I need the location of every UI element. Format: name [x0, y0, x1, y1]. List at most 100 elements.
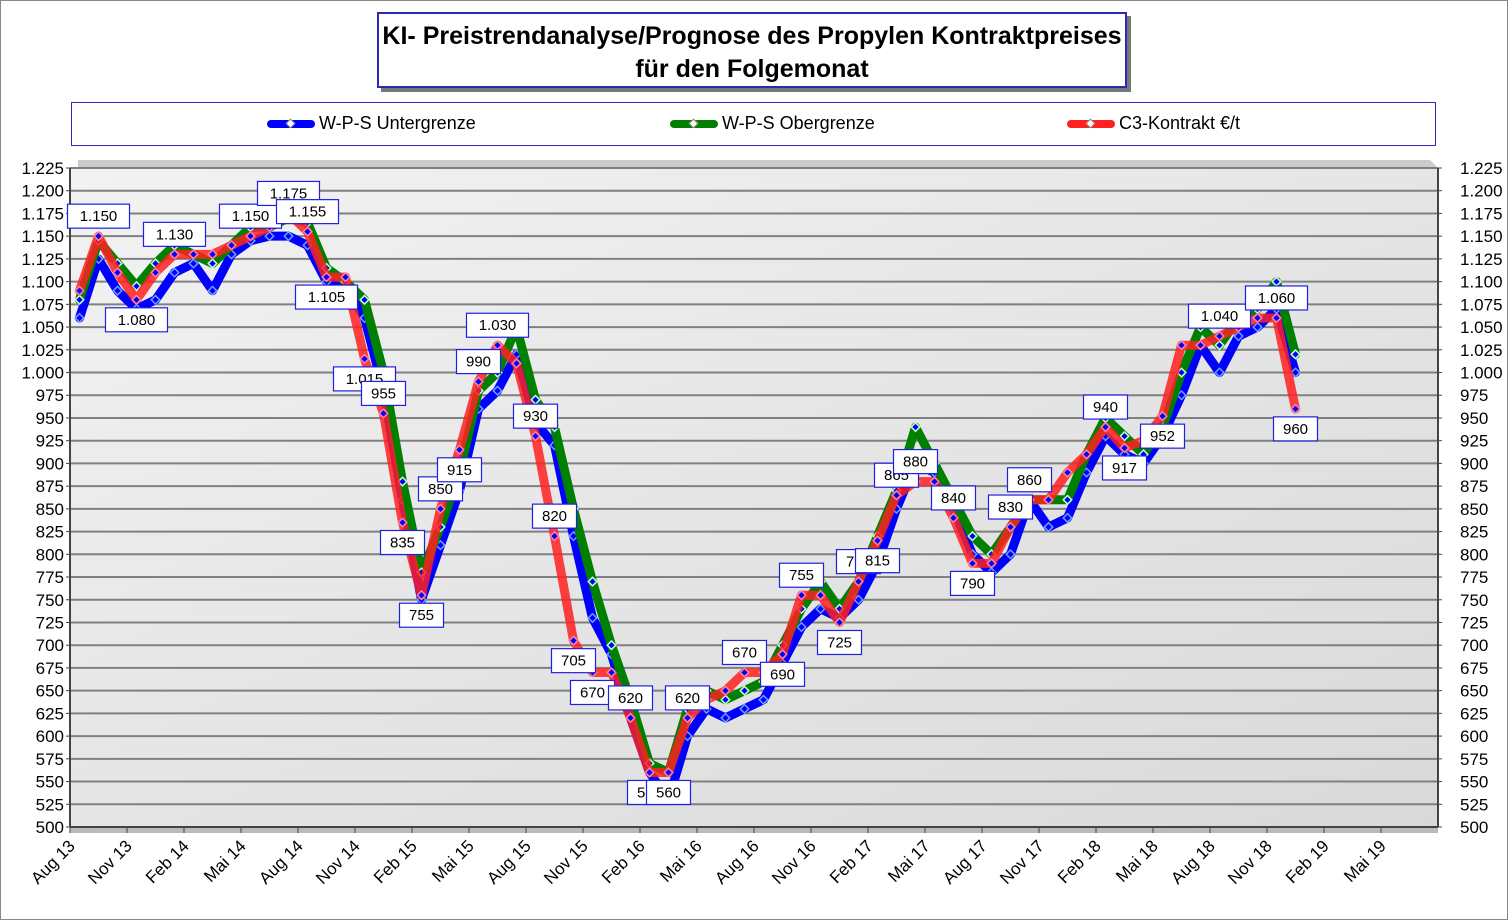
data-label-box	[1139, 423, 1186, 449]
y-tick-label-left: 1.225	[21, 159, 64, 178]
data-label-box	[607, 685, 654, 711]
data-label: 1.060	[1258, 290, 1296, 307]
data-point-2	[1062, 467, 1073, 478]
data-point-0	[720, 712, 731, 724]
data-point-2	[568, 635, 579, 646]
data-label: 690	[770, 666, 795, 683]
data-label-box	[645, 779, 692, 806]
data-label-box	[294, 284, 359, 310]
data-point-2	[131, 294, 142, 306]
y-tick-label-left: 1.175	[21, 204, 64, 223]
data-label: 1.080	[118, 312, 156, 329]
y-tick-label-left: 975	[36, 386, 64, 405]
x-tick-label: Aug 18	[1167, 836, 1219, 888]
data-point-2	[606, 667, 617, 678]
data-point-1	[967, 530, 978, 542]
data-point-2	[93, 230, 104, 242]
data-point-0	[283, 230, 294, 242]
y-tick-label-right: 1.175	[1460, 204, 1503, 223]
y-tick-label-left: 575	[36, 750, 64, 769]
data-label: 1.150	[80, 208, 118, 225]
data-label-box	[465, 312, 530, 338]
data-point-2	[777, 648, 788, 660]
data-point-0	[587, 612, 598, 624]
x-tick-label: Feb 17	[826, 836, 877, 887]
data-point-1	[74, 294, 85, 306]
data-label-box	[987, 494, 1034, 520]
y-tick-label-right: 750	[1460, 591, 1488, 610]
y-tick-label-left: 700	[36, 636, 64, 655]
y-tick-label-right: 525	[1460, 795, 1488, 814]
y-tick-label-right: 1.075	[1460, 295, 1503, 314]
y-tick-label-left: 775	[36, 568, 64, 587]
plot-area	[70, 168, 1438, 827]
data-point-2	[644, 767, 655, 778]
data-point-1	[606, 639, 617, 651]
x-tick-label: Nov 14	[312, 836, 364, 888]
legend-item-untergrenze: W-P-S Untergrenze	[267, 113, 476, 134]
data-point-1	[587, 576, 598, 587]
y-tick-label-right: 700	[1460, 636, 1488, 655]
data-point-2	[815, 589, 826, 601]
y-tick-label-right: 550	[1460, 773, 1488, 792]
data-point-2	[150, 267, 161, 278]
data-label: 850	[428, 481, 453, 498]
x-tick-label: Aug 16	[711, 836, 763, 888]
data-label: 755	[409, 607, 434, 624]
x-tick-label: Aug 13	[27, 836, 79, 888]
data-label-box	[1101, 455, 1148, 481]
legend-item-obergrenze: W-P-S Obergrenze	[670, 113, 875, 134]
x-tick-label: Feb 14	[142, 836, 193, 887]
data-point-2	[986, 558, 997, 569]
data-point-2	[169, 249, 180, 260]
data-point-2	[112, 267, 123, 278]
data-point-0	[1233, 330, 1244, 342]
y-tick-label-left: 1.025	[21, 341, 64, 360]
y-tick-label-right: 1.125	[1460, 250, 1503, 269]
chart-title-line-2: für den Folgemonat	[635, 55, 869, 83]
data-point-1	[1062, 494, 1073, 506]
data-point-2	[226, 239, 237, 251]
y-tick-label-left: 800	[36, 545, 64, 564]
data-point-2	[853, 576, 864, 587]
data-label: 917	[1112, 460, 1137, 477]
x-tick-label: Nov 17	[996, 836, 1048, 888]
data-label: 755	[789, 567, 814, 584]
data-point-0	[150, 294, 161, 306]
legend-label: W-P-S Untergrenze	[319, 113, 476, 133]
data-point-1	[1214, 339, 1225, 351]
x-tick-label: Mai 18	[1112, 836, 1162, 886]
legend-label: W-P-S Obergrenze	[722, 113, 875, 133]
y-tick-label-right: 950	[1460, 409, 1488, 428]
data-point-0	[207, 285, 218, 297]
y-tick-label-left: 1.125	[21, 250, 64, 269]
data-label-box	[1082, 394, 1129, 420]
y-tick-label-left: 675	[36, 659, 64, 678]
x-tick-label: Nov 16	[768, 836, 820, 888]
y-tick-label-left: 1.200	[21, 182, 64, 201]
x-tick-label: Aug 14	[255, 836, 307, 888]
data-point-2	[1081, 449, 1092, 460]
data-point-2	[1176, 339, 1187, 351]
data-point-2	[739, 667, 750, 678]
data-point-2	[397, 517, 408, 528]
data-point-2	[416, 589, 427, 601]
data-point-0	[264, 230, 275, 242]
data-label-box	[512, 403, 559, 429]
data-label: 860	[1017, 472, 1042, 489]
x-tick-label: Mai 14	[200, 836, 250, 886]
y-tick-label-right: 600	[1460, 727, 1488, 746]
y-tick-label-right: 725	[1460, 613, 1488, 632]
data-point-2	[1100, 421, 1111, 433]
data-label: 620	[618, 690, 643, 707]
data-point-2	[321, 271, 332, 283]
data-label: 915	[447, 462, 472, 479]
data-point-2	[663, 767, 674, 778]
y-tick-label-right: 900	[1460, 454, 1488, 473]
y-tick-label-right: 1.100	[1460, 273, 1503, 292]
data-point-2	[530, 430, 541, 442]
data-point-1	[1290, 349, 1301, 360]
data-label: 835	[390, 534, 415, 551]
x-tick-label: Mai 19	[1340, 836, 1390, 886]
legend-swatch-green-icon	[670, 118, 718, 128]
